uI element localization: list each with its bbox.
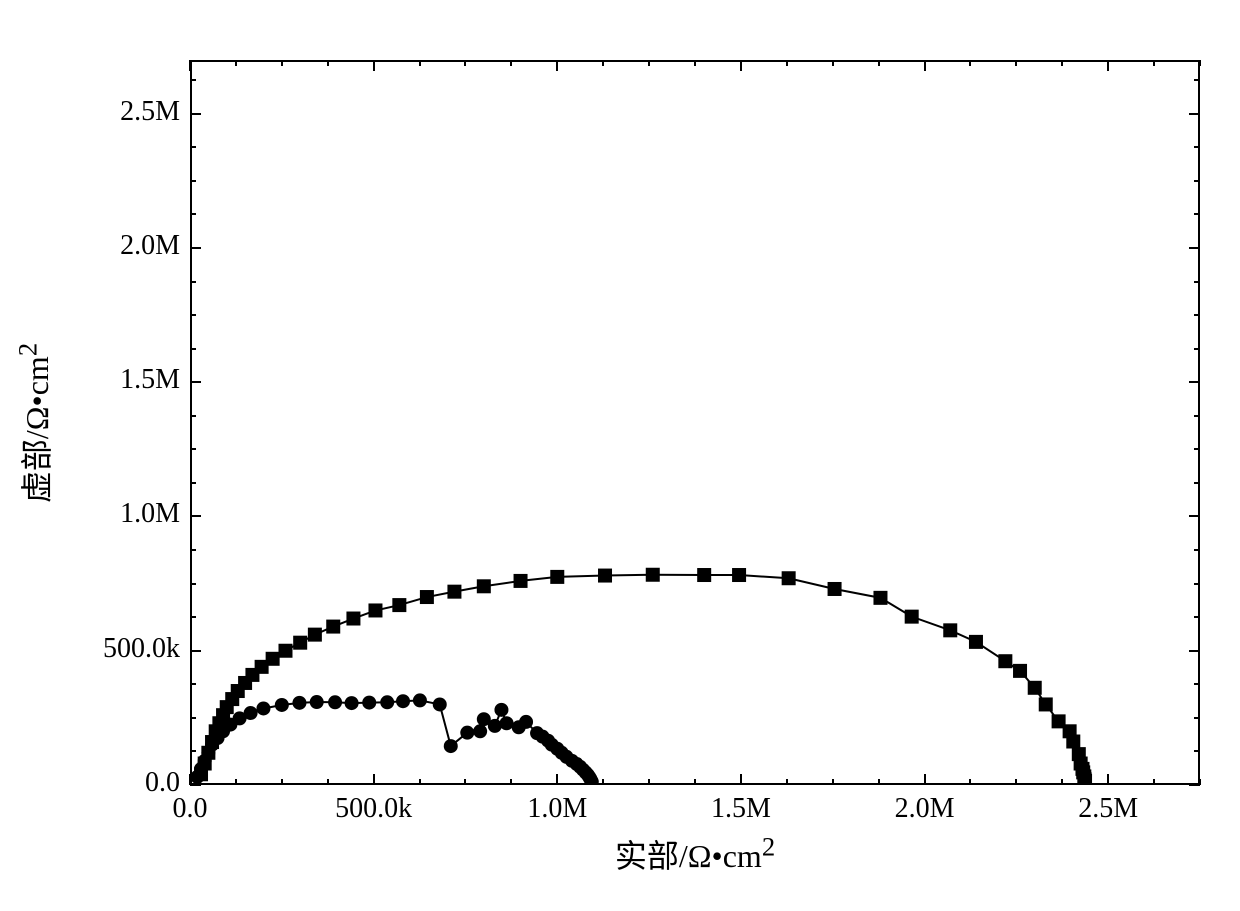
- square-marker: [550, 570, 564, 584]
- circle-marker: [433, 697, 447, 711]
- square-marker: [1013, 664, 1027, 678]
- circle-marker: [275, 698, 289, 712]
- square-marker: [646, 568, 660, 582]
- square-marker: [598, 569, 612, 583]
- circle-marker: [500, 716, 514, 730]
- square-marker: [278, 644, 292, 658]
- circle-marker: [328, 695, 342, 709]
- square-marker: [1028, 681, 1042, 695]
- square-marker: [447, 585, 461, 599]
- circle-marker: [310, 695, 324, 709]
- circle-marker: [380, 695, 394, 709]
- circle-marker: [473, 724, 487, 738]
- square-marker: [1066, 735, 1080, 749]
- square-marker: [308, 628, 322, 642]
- square-marker: [514, 574, 528, 588]
- circle-marker: [256, 701, 270, 715]
- square-marker: [905, 610, 919, 624]
- circle-marker: [460, 726, 474, 740]
- square-marker: [346, 612, 360, 626]
- circle-marker: [585, 775, 599, 789]
- square-marker: [326, 620, 340, 634]
- circle-marker: [488, 719, 502, 733]
- square-marker: [477, 579, 491, 593]
- square-marker: [828, 582, 842, 596]
- square-marker: [293, 636, 307, 650]
- circle-marker: [519, 715, 533, 729]
- circle-marker: [396, 694, 410, 708]
- circle-marker: [244, 706, 258, 720]
- circle-marker: [292, 696, 306, 710]
- circle-marker: [362, 696, 376, 710]
- square-marker: [697, 568, 711, 582]
- square-marker: [368, 603, 382, 617]
- square-marker: [1039, 697, 1053, 711]
- square-marker: [998, 654, 1012, 668]
- square-marker: [420, 590, 434, 604]
- chart-svg: [0, 0, 1240, 911]
- circle-marker: [413, 693, 427, 707]
- square-marker: [1078, 774, 1092, 788]
- square-marker: [969, 635, 983, 649]
- circle-marker: [444, 739, 458, 753]
- square-marker: [392, 598, 406, 612]
- square-marker: [732, 568, 746, 582]
- square-marker: [266, 652, 280, 666]
- square-marker: [782, 571, 796, 585]
- series-squares-line: [201, 575, 1085, 781]
- square-marker: [943, 623, 957, 637]
- circle-marker: [345, 696, 359, 710]
- square-marker: [873, 591, 887, 605]
- circle-marker: [494, 703, 508, 717]
